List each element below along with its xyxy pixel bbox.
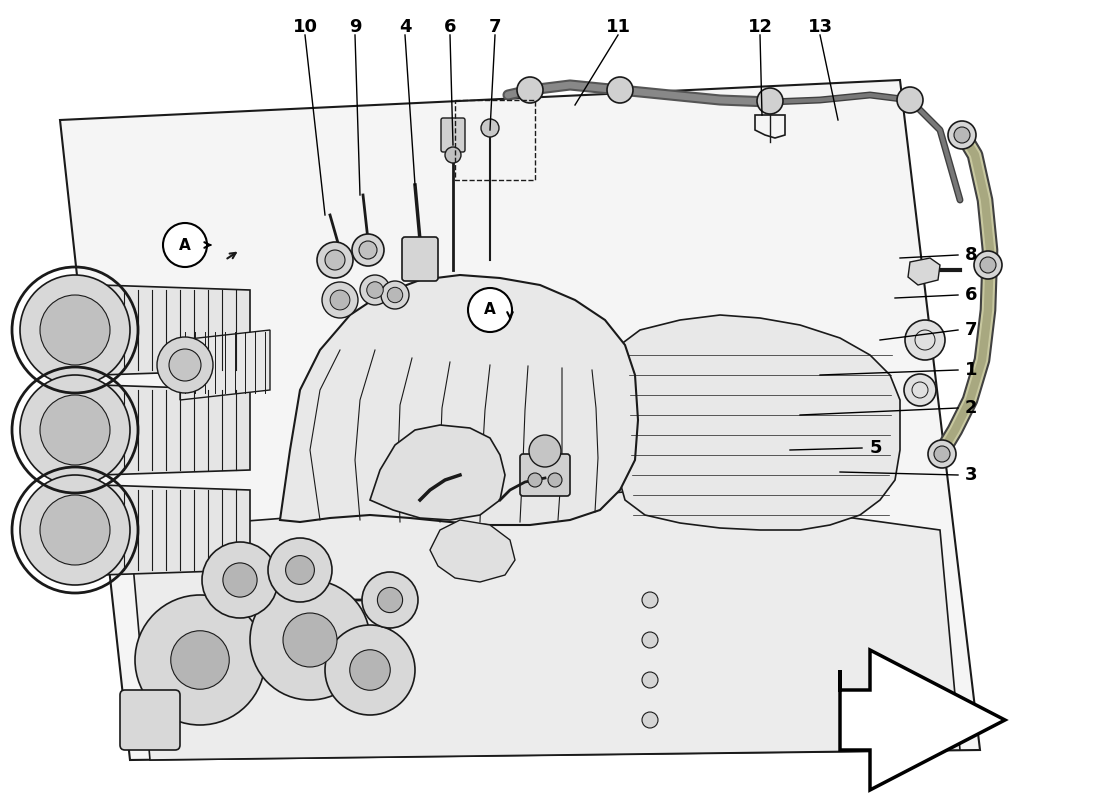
Circle shape [446, 147, 461, 163]
Circle shape [980, 257, 996, 273]
FancyBboxPatch shape [840, 690, 900, 750]
Circle shape [528, 473, 542, 487]
Circle shape [529, 435, 561, 467]
FancyBboxPatch shape [402, 237, 438, 281]
Circle shape [360, 275, 390, 305]
Circle shape [330, 290, 350, 310]
Text: EL: EL [40, 292, 278, 468]
Polygon shape [280, 275, 638, 525]
Circle shape [20, 275, 130, 385]
FancyBboxPatch shape [520, 454, 570, 496]
Circle shape [905, 320, 945, 360]
Circle shape [468, 288, 512, 332]
Circle shape [642, 632, 658, 648]
Circle shape [352, 234, 384, 266]
Text: A: A [484, 302, 496, 318]
Circle shape [757, 88, 783, 114]
Circle shape [896, 87, 923, 113]
Circle shape [286, 555, 315, 584]
Circle shape [642, 712, 658, 728]
FancyBboxPatch shape [120, 690, 180, 750]
Text: 9: 9 [349, 18, 361, 36]
Polygon shape [60, 80, 980, 760]
Text: 4: 4 [398, 18, 411, 36]
Circle shape [948, 121, 976, 149]
Text: 12: 12 [748, 18, 772, 36]
Text: 13: 13 [807, 18, 833, 36]
Polygon shape [100, 385, 250, 475]
Circle shape [934, 446, 950, 462]
Text: 8: 8 [965, 246, 978, 264]
Circle shape [40, 295, 110, 365]
Polygon shape [430, 520, 515, 582]
Circle shape [350, 650, 390, 690]
Circle shape [642, 592, 658, 608]
Circle shape [607, 77, 632, 103]
Bar [455, 100, 535, 180]
Circle shape [317, 242, 353, 278]
Circle shape [202, 542, 278, 618]
Text: 3: 3 [965, 466, 978, 484]
Circle shape [517, 77, 543, 103]
Circle shape [40, 495, 110, 565]
Circle shape [170, 630, 229, 690]
Polygon shape [100, 485, 250, 575]
Circle shape [20, 375, 130, 485]
Circle shape [387, 287, 403, 302]
Circle shape [928, 440, 956, 468]
Polygon shape [908, 258, 940, 285]
Circle shape [169, 349, 201, 381]
Text: 7: 7 [965, 321, 978, 339]
Circle shape [362, 572, 418, 628]
Text: 10: 10 [293, 18, 318, 36]
Circle shape [974, 251, 1002, 279]
Text: 1: 1 [965, 361, 978, 379]
Circle shape [904, 374, 936, 406]
Circle shape [223, 563, 257, 597]
Circle shape [642, 672, 658, 688]
Circle shape [359, 241, 377, 259]
Circle shape [163, 223, 207, 267]
Circle shape [324, 625, 415, 715]
Polygon shape [618, 315, 900, 530]
Circle shape [283, 613, 337, 667]
Polygon shape [370, 425, 505, 520]
Circle shape [954, 127, 970, 143]
Polygon shape [840, 650, 1005, 790]
Text: A: A [179, 238, 191, 253]
Text: 5: 5 [870, 439, 882, 457]
Text: 7: 7 [488, 18, 502, 36]
FancyBboxPatch shape [441, 118, 465, 152]
Text: 11: 11 [605, 18, 630, 36]
Polygon shape [180, 330, 270, 400]
Circle shape [157, 337, 213, 393]
Circle shape [135, 595, 265, 725]
Circle shape [381, 281, 409, 309]
Text: 2: 2 [965, 399, 978, 417]
Circle shape [20, 475, 130, 585]
Circle shape [40, 395, 110, 465]
Text: 6: 6 [965, 286, 978, 304]
Circle shape [324, 250, 345, 270]
Circle shape [548, 473, 562, 487]
Text: a passion for parts: a passion for parts [30, 517, 354, 546]
Polygon shape [130, 490, 960, 760]
Circle shape [250, 580, 370, 700]
Circle shape [481, 119, 499, 137]
Circle shape [377, 587, 403, 613]
Text: 6: 6 [443, 18, 456, 36]
Circle shape [366, 282, 383, 298]
Polygon shape [100, 285, 250, 375]
Circle shape [322, 282, 358, 318]
Circle shape [268, 538, 332, 602]
